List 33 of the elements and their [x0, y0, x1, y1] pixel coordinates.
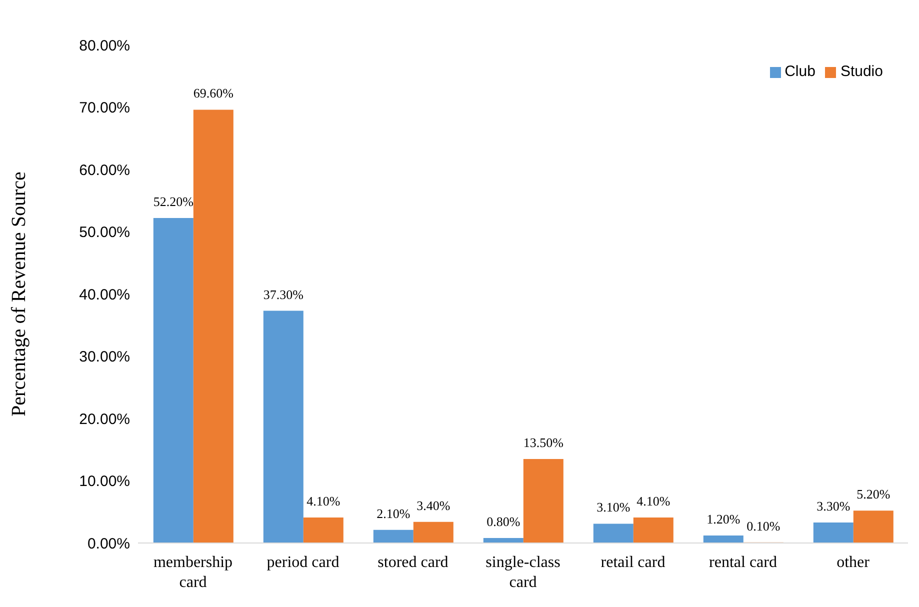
x-tick-label: membership card	[153, 554, 233, 591]
data-label: 0.10%	[746, 518, 780, 534]
data-label: 1.20%	[706, 512, 740, 527]
data-label: 3.10%	[596, 500, 630, 515]
y-tick-label: 20.00%	[79, 410, 130, 428]
data-label: 3.40%	[416, 498, 450, 513]
y-tick-label: 40.00%	[79, 286, 130, 304]
x-tick-label: stored card	[378, 554, 448, 571]
x-tick-label: retail card	[600, 554, 666, 571]
y-tick-label: 30.00%	[79, 348, 130, 366]
y-tick-label: 10.00%	[79, 473, 130, 490]
y-tick-label: 70.00%	[79, 100, 130, 117]
data-label: 4.10%	[306, 493, 340, 508]
y-axis-title: Percentage of Revenue Source	[8, 171, 30, 416]
x-tick-label: rental card	[709, 554, 777, 571]
data-label: 69.60%	[193, 86, 234, 101]
y-tick-label: 80.00%	[79, 37, 130, 54]
x-tick-label: single-class card	[486, 554, 560, 591]
y-tick-label: 0.00%	[87, 535, 130, 552]
data-label: 52.20%	[153, 194, 194, 210]
data-label: 13.50%	[523, 434, 564, 450]
x-tick-label: other	[836, 554, 870, 571]
data-label: 5.20%	[856, 486, 890, 502]
x-tick-label: period card	[266, 554, 340, 571]
y-tick-label: 50.00%	[79, 224, 130, 242]
legend-label: Club	[784, 63, 816, 80]
legend-label: Studio	[840, 63, 883, 80]
y-tick-label: 60.00%	[79, 162, 130, 179]
data-label: 3.30%	[816, 498, 850, 514]
data-label: 0.80%	[486, 514, 520, 530]
data-label: 4.10%	[636, 493, 670, 508]
data-label: 2.10%	[376, 506, 410, 521]
data-label: 37.30%	[263, 286, 304, 302]
